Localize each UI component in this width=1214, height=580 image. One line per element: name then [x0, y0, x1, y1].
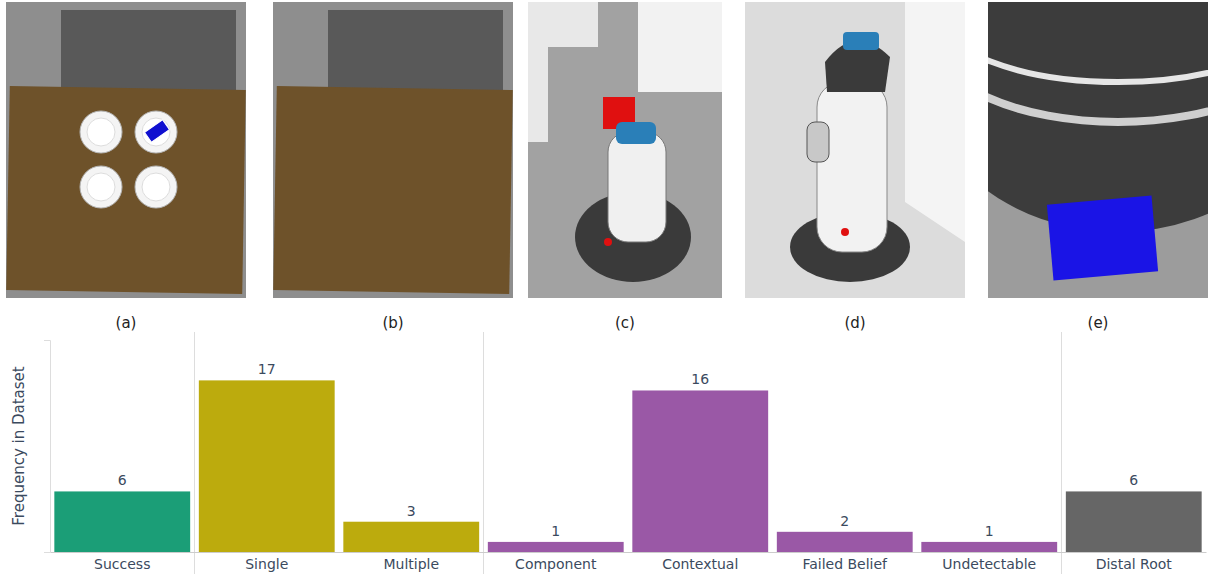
data-label: 6: [118, 472, 127, 488]
bar: [343, 522, 479, 552]
robot-base: [988, 2, 1208, 232]
screenshot: [745, 2, 965, 298]
x-tick: Success: [94, 552, 150, 572]
floor: [273, 2, 513, 298]
screenshot: [988, 2, 1208, 298]
bars: [54, 380, 1201, 552]
table: [6, 86, 246, 294]
group-separator: [483, 332, 484, 574]
y-axis: [44, 341, 51, 553]
floor: [745, 2, 965, 298]
plate-inner: [142, 118, 170, 146]
screenshot: [6, 2, 246, 298]
plate: [135, 166, 177, 208]
robot-body: [608, 132, 666, 242]
wall: [528, 2, 598, 142]
plate-inner: [142, 173, 170, 201]
wall: [905, 2, 965, 242]
robot-light: [604, 238, 612, 246]
block: [145, 120, 170, 142]
x-tick-label: Multiple: [383, 556, 439, 572]
panel-label: (b): [382, 314, 403, 332]
data-label: 17: [258, 361, 276, 377]
bar: [1066, 491, 1202, 552]
data-label: 6: [1129, 472, 1138, 488]
data-label: 2: [840, 513, 849, 529]
data-label: 16: [691, 371, 709, 387]
bar: [777, 532, 913, 552]
x-tick: Multiple: [383, 552, 439, 572]
plate: [80, 111, 122, 153]
data-label: 1: [551, 523, 560, 539]
x-tick-label: Contextual: [662, 556, 738, 572]
bar: [921, 542, 1057, 552]
data-label: 3: [407, 503, 416, 519]
block: [1047, 196, 1158, 281]
robot-bumper: [988, 2, 1208, 122]
bar: [199, 380, 335, 552]
x-tick: Single: [245, 552, 288, 572]
robot-body: [817, 82, 887, 252]
panel-label: (a): [116, 314, 137, 332]
screenshot: [528, 2, 722, 298]
x-tick-label: Failed Belief: [802, 556, 888, 572]
y-axis-line: [44, 341, 51, 553]
x-tick: Failed Belief: [802, 552, 888, 572]
x-tick-label: Component: [515, 556, 597, 572]
x-axis-line: [51, 552, 1207, 553]
plate: [80, 166, 122, 208]
wall: [638, 2, 722, 92]
plate: [135, 111, 177, 153]
floor: [6, 2, 246, 298]
x-axis: Success Single Multiple Component Contextual…: [51, 552, 1207, 572]
robot-arm: [807, 122, 829, 162]
data-label: 1: [985, 523, 994, 539]
x-tick: Component: [515, 552, 597, 572]
panel-label: (c): [615, 314, 635, 332]
data-labels: 6173116216: [118, 361, 1139, 539]
x-tick: Undetectable: [942, 552, 1036, 572]
robot-head: [616, 122, 656, 144]
robot-bumper: [988, 2, 1208, 82]
x-tick-label: Distal Root: [1096, 556, 1173, 572]
bar: [632, 390, 768, 552]
x-tick-label: Success: [94, 556, 150, 572]
y-axis-title: Frequency in Dataset: [10, 366, 28, 526]
floor: [528, 2, 722, 298]
plate-inner: [87, 173, 115, 201]
panel-label: (d): [844, 314, 865, 332]
bar: [488, 542, 624, 552]
group-separator: [194, 332, 195, 574]
plate-inner: [87, 118, 115, 146]
x-tick-label: Single: [245, 556, 288, 572]
x-tick-label: Undetectable: [942, 556, 1036, 572]
robot-light: [841, 228, 849, 236]
group-separator: [1061, 332, 1062, 574]
panel-label: (e): [1088, 314, 1109, 332]
screenshot: [273, 2, 513, 298]
x-tick: Contextual: [662, 552, 738, 572]
table: [273, 86, 513, 294]
x-tick: Distal Root: [1096, 552, 1173, 572]
robot-sensor: [843, 32, 879, 50]
bar: [54, 491, 190, 552]
